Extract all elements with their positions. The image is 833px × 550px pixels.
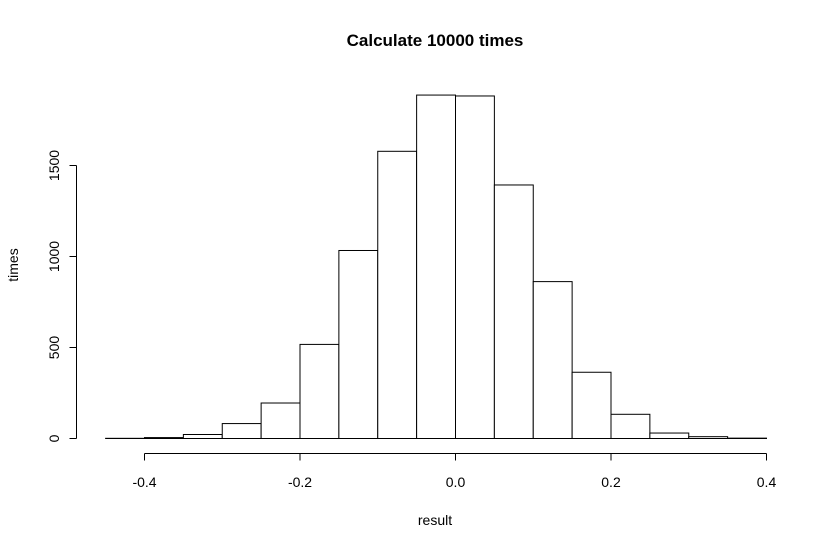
histogram-bar bbox=[610, 413, 651, 440]
y-tick-label: 1500 bbox=[46, 150, 62, 181]
x-tick-label: 0.2 bbox=[601, 474, 621, 490]
histogram-bar bbox=[532, 281, 573, 439]
x-tick-label: -0.2 bbox=[288, 474, 312, 490]
histogram-bar bbox=[416, 94, 456, 439]
histogram-bar bbox=[299, 343, 340, 440]
y-axis-label: times bbox=[5, 248, 21, 281]
bars-group bbox=[105, 94, 767, 440]
y-tick-label: 500 bbox=[46, 336, 62, 360]
histogram-bar bbox=[338, 249, 379, 439]
x-axis: -0.4 -0.2 0.0 0.2 0.4 bbox=[132, 453, 777, 490]
chart-title: Calculate 10000 times bbox=[347, 31, 524, 50]
histogram-bar bbox=[221, 423, 262, 439]
y-axis: 0 500 1000 1500 bbox=[46, 150, 77, 442]
histogram-bar bbox=[649, 432, 690, 440]
histogram-bar bbox=[688, 436, 729, 439]
x-tick-label: 0.4 bbox=[757, 474, 777, 490]
histogram-bar bbox=[455, 95, 495, 439]
y-tick-label: 1000 bbox=[46, 241, 62, 272]
x-tick-label: -0.4 bbox=[132, 474, 156, 490]
histogram-bar bbox=[377, 150, 418, 440]
x-axis-label: result bbox=[418, 512, 452, 528]
histogram-bar bbox=[144, 437, 184, 439]
y-tick-label: 0 bbox=[46, 434, 62, 442]
histogram-bar bbox=[260, 402, 301, 440]
x-tick-label: 0.0 bbox=[446, 474, 466, 490]
histogram-bar bbox=[571, 371, 612, 440]
histogram-bar bbox=[182, 433, 223, 440]
histogram-bar bbox=[493, 184, 534, 439]
